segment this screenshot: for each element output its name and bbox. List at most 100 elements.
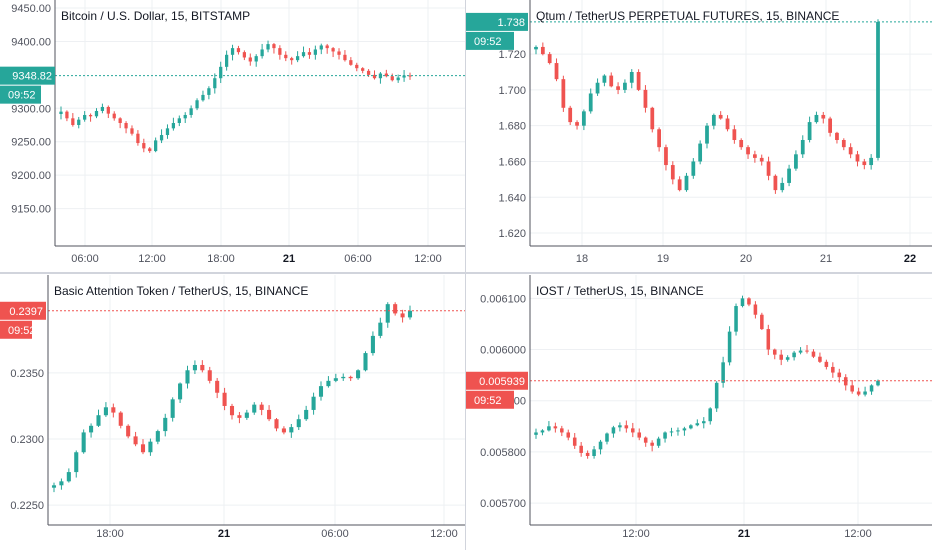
candle-body [230,48,235,55]
candle-body [171,123,176,129]
candle-body [370,335,375,354]
candle-body [222,392,227,406]
candle-body [103,407,108,416]
chart-pane-iost[interactable]: 0.0061000.0060000.0059000.0058000.005700… [466,275,932,550]
candle-body [598,441,603,450]
candle-body [670,165,675,180]
candle-body [301,52,306,57]
candle-body [760,314,764,330]
horizontal-pane-divider[interactable] [0,272,932,273]
last-price-badge [0,66,55,85]
chart-svg-btc[interactable]: 9450.00 9400.00 9300.00 9250.00 9200.00 9150.… [0,0,465,271]
price-tick-label: 1.680 [498,121,526,133]
time-tick-label: 12:00 [138,253,166,265]
chart-title: Basic Attention Token / TetherUS, 15, BI… [54,284,308,298]
candle-body [296,419,301,428]
candle-body [540,430,545,433]
candle-body [588,93,593,112]
candle-body [848,147,853,155]
price-tick-label: 9400.00 [11,36,51,48]
chart-pane-qtum[interactable]: 1.720 1.700 1.680 1.660 1.640 1.620 18 19 20 21 22… [466,0,932,271]
candle-body [281,428,286,433]
candle-body [624,425,629,429]
candle-body [390,76,394,81]
candle-body [811,351,816,357]
candle-body [684,175,689,191]
price-tick-label: 0.006000 [480,345,526,357]
candle-body [721,362,725,383]
chart-pane-btc[interactable]: 9450.00 9400.00 9300.00 9250.00 9200.00 9150.… [0,0,465,271]
candle-body [112,113,116,119]
candle-body [759,157,764,162]
candle-body [609,75,614,87]
last-price-label: 9348.82 [12,71,52,83]
candle-body [59,111,63,115]
candle-body [189,108,193,115]
candle-body [643,437,648,443]
countdown-badge [0,320,32,339]
candle-body [337,51,341,55]
candle-body [572,437,577,446]
price-tick-label: 9200.00 [11,170,51,182]
candle-body [356,370,361,379]
candle-body [698,143,703,162]
candle-body [66,472,71,482]
candle-body [798,350,803,353]
price-tick-label: 0.005800 [480,447,526,459]
candle-body [605,433,609,442]
chart-pane-bat[interactable]: 0.2350 0.2300 0.2250 18:00 21 06:00 12:00 Basic… [0,275,465,550]
candle-body [136,133,140,144]
candle-body [835,132,839,140]
price-tick-label: 0.006100 [480,293,526,305]
candle-body [77,119,81,126]
candle-body [850,385,854,392]
candle-body [272,44,276,49]
horizontal-pane-divider-2[interactable] [0,273,932,274]
time-tick-label: 19 [657,253,669,265]
candle-body [71,118,75,126]
candle-body [657,129,662,148]
candle-body [242,52,246,58]
time-tick-label: 06:00 [321,528,349,540]
candle-body [876,380,880,386]
candle-body [207,370,212,381]
vertical-pane-divider[interactable] [465,0,466,550]
candle-body [278,48,282,55]
candle-body [133,436,138,445]
candle-body [384,73,388,77]
candle-body [130,128,134,134]
candle-body [740,298,745,307]
time-tick-label: 18 [576,253,588,265]
candle-body [727,331,732,363]
candle-body [142,143,146,149]
candle-body [183,114,187,119]
candle-body [343,54,347,61]
candle-body [237,415,242,418]
candle-body [553,426,558,429]
candle-body [534,46,538,50]
candle-body [295,56,300,61]
chart-svg-iost[interactable]: 0.0061000.0060000.0059000.0058000.005700… [466,275,932,550]
candle-body [831,366,835,373]
chart-svg-bat[interactable]: 0.2350 0.2300 0.2250 18:00 21 06:00 12:00 Basic… [0,275,465,550]
candle-body [787,168,791,183]
candle-body [290,58,294,61]
candle-body [566,432,571,438]
time-tick-label: 18:00 [207,253,235,265]
candle-body [319,45,323,50]
candle-body [828,118,833,133]
candle-body [111,407,116,413]
countdown-label: 09:52 [8,90,36,102]
candle-body [396,77,400,81]
candle-body [361,68,365,71]
candle-body [656,438,661,446]
candle-body [333,378,338,381]
candle-body [366,70,371,75]
countdown-label: 09:52 [8,325,36,337]
candle-body [843,377,848,386]
candle-body [106,106,110,114]
candle-body [862,161,867,166]
chart-svg-qtum[interactable]: 1.720 1.700 1.680 1.660 1.640 1.620 18 19 20 21 22… [466,0,932,271]
candle-body [94,110,99,117]
candle-body [148,148,152,152]
